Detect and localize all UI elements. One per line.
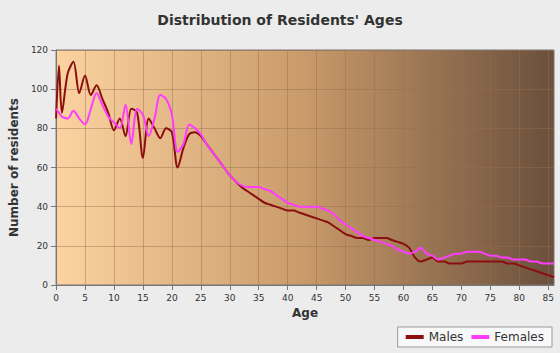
svg-text:75: 75 [485, 293, 496, 303]
svg-text:15: 15 [137, 293, 148, 303]
svg-text:Age: Age [292, 306, 318, 320]
svg-text:40: 40 [37, 202, 49, 212]
svg-text:55: 55 [369, 293, 380, 303]
svg-text:60: 60 [37, 163, 49, 173]
svg-text:25: 25 [195, 293, 206, 303]
svg-text:80: 80 [37, 123, 49, 133]
svg-text:Distribution of Residents' Age: Distribution of Residents' Ages [157, 12, 402, 28]
svg-text:Number of residents: Number of residents [7, 98, 21, 237]
svg-text:60: 60 [398, 293, 410, 303]
svg-text:100: 100 [31, 84, 48, 94]
svg-text:0: 0 [42, 280, 48, 290]
svg-text:65: 65 [427, 293, 438, 303]
svg-text:40: 40 [282, 293, 294, 303]
svg-text:80: 80 [514, 293, 526, 303]
svg-text:120: 120 [31, 45, 48, 55]
svg-text:Females: Females [494, 330, 544, 344]
svg-text:45: 45 [311, 293, 322, 303]
svg-text:5: 5 [82, 293, 88, 303]
svg-text:70: 70 [456, 293, 468, 303]
svg-text:20: 20 [37, 241, 49, 251]
svg-text:85: 85 [542, 293, 553, 303]
svg-text:10: 10 [108, 293, 120, 303]
svg-text:30: 30 [224, 293, 236, 303]
svg-text:35: 35 [253, 293, 264, 303]
svg-text:0: 0 [53, 293, 59, 303]
svg-text:50: 50 [340, 293, 352, 303]
svg-text:20: 20 [166, 293, 178, 303]
svg-text:Males: Males [429, 330, 464, 344]
